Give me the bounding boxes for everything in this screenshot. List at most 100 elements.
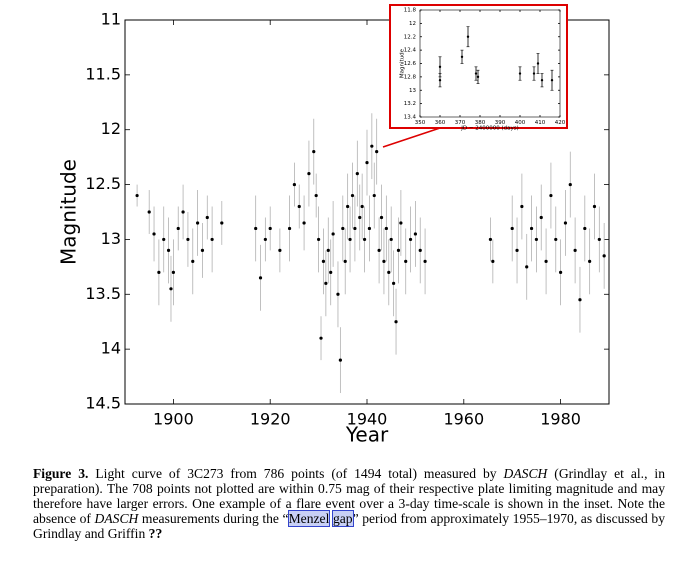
data-point: [297, 204, 301, 209]
x-tick-label: 390: [495, 120, 506, 126]
data-point: [375, 150, 379, 154]
data-point: [331, 232, 335, 236]
data-point: [597, 237, 601, 242]
caption-plain: measurements during the “: [138, 511, 289, 526]
data-point: [319, 336, 323, 340]
data-point: [205, 215, 209, 220]
y-tick-label: 13.4: [404, 115, 417, 121]
data-point: [317, 237, 321, 242]
data-point: [353, 226, 357, 231]
data-point: [336, 292, 340, 296]
data-point: [278, 248, 282, 252]
caption-italic: DASCH: [94, 511, 139, 526]
data-point: [418, 248, 422, 252]
caption-italic: DASCH: [503, 466, 548, 481]
caption-plain: Light curve of 3C273 from 786 points (of…: [88, 466, 504, 481]
data-point: [343, 259, 347, 263]
data-point: [568, 182, 572, 187]
data-point: [536, 62, 540, 65]
data-point: [287, 226, 292, 231]
y-tick-label: 12.8: [404, 74, 417, 80]
data-point: [355, 172, 359, 176]
y-tick-label: 13: [409, 88, 416, 94]
x-tick-label: 410: [535, 120, 546, 126]
data-point: [532, 72, 536, 75]
data-point: [326, 248, 330, 252]
data-point: [573, 248, 577, 252]
data-point: [460, 55, 464, 59]
y-tick-label: 12.5: [85, 174, 121, 193]
data-point: [186, 237, 190, 242]
data-point: [157, 270, 161, 274]
data-point: [210, 237, 214, 242]
data-point: [220, 221, 224, 225]
data-point: [346, 204, 350, 209]
data-point: [329, 270, 333, 274]
data-point: [350, 193, 355, 198]
data-point: [324, 281, 328, 285]
y-axis-label: Magnitude: [400, 48, 406, 78]
data-point: [292, 182, 296, 187]
data-point: [312, 150, 316, 154]
caption-plain: (Grindlay et al., in preparation). The 7…: [33, 466, 666, 526]
y-tick-label: 12.4: [404, 48, 417, 54]
y-tick-label: 12.6: [404, 61, 417, 67]
data-point: [563, 221, 568, 225]
y-tick-label: 14: [101, 339, 121, 358]
data-point: [413, 232, 417, 236]
caption-link[interactable]: gap: [331, 510, 354, 527]
caption-link[interactable]: Menzel: [287, 510, 331, 527]
data-point: [338, 358, 342, 362]
plot-frame: [419, 9, 561, 118]
data-point: [515, 248, 519, 252]
data-point: [358, 215, 362, 220]
data-point: [176, 226, 180, 231]
data-point: [162, 237, 166, 242]
data-point: [166, 248, 171, 252]
data-point: [592, 204, 597, 209]
caption-plain: ” period from approximately 1955–1970, a…: [33, 511, 665, 541]
data-point: [372, 193, 376, 198]
data-point: [377, 248, 381, 252]
data-point: [196, 221, 200, 225]
data-point: [394, 320, 398, 324]
data-point: [588, 259, 592, 263]
data-point: [549, 193, 553, 198]
figure: 1900 1920 1940 1960 1980 11 11.5 12 12.5 13 13.5 14…: [57, 4, 610, 447]
data-point: [379, 215, 384, 220]
data-point: [474, 72, 478, 75]
caption: Figure 3. Light curve of 3C273 from 786 …: [33, 466, 665, 541]
data-point: [370, 144, 374, 148]
y-tick-label: 14.5: [85, 394, 121, 413]
y-tick-label: 11: [101, 10, 121, 29]
data-point: [491, 259, 495, 263]
x-tick-label: 1920: [250, 410, 291, 429]
inset-plot: 350 360 370 380 390 400 410 420 11.8 12 12.2 12.4 12…: [400, 8, 566, 132]
data-point: [181, 210, 185, 214]
data-point: [583, 226, 587, 231]
y-tick-label: 12: [101, 119, 121, 138]
y-tick-label: 12.2: [404, 34, 416, 40]
data-point: [365, 161, 369, 165]
data-point: [387, 270, 391, 274]
data-point: [321, 259, 326, 263]
data-point: [348, 237, 352, 242]
data-point: [520, 204, 524, 209]
data-point: [360, 204, 364, 209]
data-point: [408, 237, 413, 242]
x-tick-label: 360: [435, 120, 446, 126]
data-point: [488, 237, 493, 242]
x-tick-label: 1960: [443, 410, 484, 429]
data-point: [307, 172, 311, 176]
inset-connector: [382, 127, 441, 148]
data-point: [525, 265, 529, 269]
data-point: [476, 75, 480, 79]
y-axis-label: Magnitude: [57, 159, 81, 265]
data-point: [396, 248, 401, 252]
data-point: [152, 232, 156, 236]
data-point: [392, 281, 396, 285]
data-point: [389, 237, 393, 242]
data-point: [539, 215, 543, 220]
data-point: [554, 237, 558, 242]
